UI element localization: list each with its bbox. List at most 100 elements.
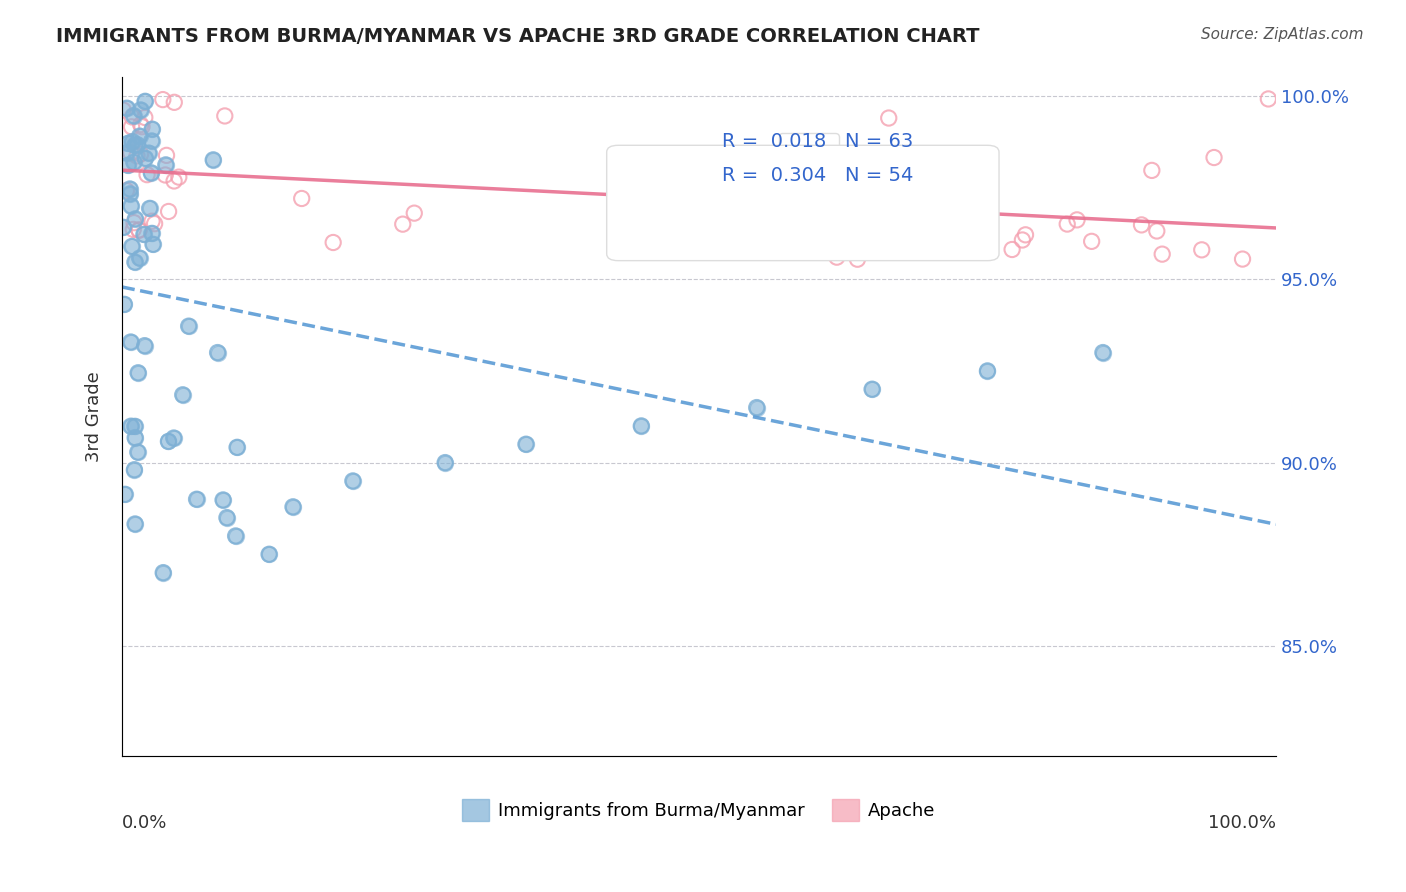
Point [125, 149, 148, 163]
Point [163, 431, 186, 445]
Point [120, 419, 142, 434]
Point [630, 418, 652, 433]
Point [141, 122, 163, 136]
Point [257, 547, 280, 561]
Point [215, 510, 238, 524]
Point [215, 510, 238, 524]
Point [676, 225, 699, 239]
Point [120, 186, 142, 201]
Point [112, 220, 135, 235]
Point [124, 419, 146, 434]
Point [122, 222, 145, 236]
Point [212, 492, 235, 507]
Point [207, 345, 229, 359]
Point [118, 182, 141, 196]
Point [404, 206, 426, 220]
Point [121, 135, 143, 149]
Point [112, 220, 135, 235]
Point [134, 111, 156, 125]
Point [124, 255, 146, 269]
Point [141, 122, 163, 136]
Point [1202, 151, 1225, 165]
Point [121, 135, 143, 149]
Point [281, 500, 304, 514]
Point [122, 109, 145, 123]
Point [141, 166, 163, 180]
Point [117, 158, 139, 172]
Point [112, 297, 135, 311]
Point [128, 223, 150, 237]
Point [202, 153, 225, 167]
Point [630, 418, 652, 433]
Point [155, 168, 177, 182]
Text: Source: ZipAtlas.com: Source: ZipAtlas.com [1201, 27, 1364, 42]
Point [127, 445, 149, 459]
Point [214, 109, 236, 123]
FancyBboxPatch shape [607, 145, 1000, 260]
Point [121, 239, 143, 253]
Point [122, 155, 145, 169]
Point [124, 211, 146, 226]
Point [177, 319, 200, 334]
Point [138, 202, 160, 216]
Point [138, 146, 160, 161]
Point [976, 364, 998, 378]
Point [1146, 224, 1168, 238]
Point [115, 145, 138, 160]
Legend: Immigrants from Burma/Myanmar, Apache: Immigrants from Burma/Myanmar, Apache [456, 792, 943, 829]
Point [152, 566, 174, 580]
Point [342, 474, 364, 488]
Point [225, 529, 247, 543]
Point [120, 199, 142, 213]
Point [120, 145, 142, 160]
Point [897, 214, 920, 228]
Point [117, 136, 139, 151]
Point [127, 366, 149, 380]
Point [115, 145, 138, 160]
Point [860, 382, 883, 396]
Point [152, 93, 174, 107]
Point [172, 388, 194, 402]
Point [226, 441, 249, 455]
Point [121, 120, 143, 134]
Point [124, 211, 146, 226]
Point [122, 155, 145, 169]
Point [1257, 92, 1279, 106]
Point [1001, 243, 1024, 257]
Point [117, 158, 139, 172]
Point [141, 134, 163, 148]
Text: 0.0%: 0.0% [122, 814, 167, 831]
Point [124, 431, 146, 445]
Point [128, 223, 150, 237]
Point [1140, 163, 1163, 178]
Point [825, 250, 848, 264]
Point [141, 166, 163, 180]
Point [115, 101, 138, 115]
Point [155, 158, 177, 172]
Point [257, 547, 280, 561]
Point [124, 255, 146, 269]
Point [846, 252, 869, 267]
Point [128, 251, 150, 265]
Point [434, 456, 457, 470]
Point [124, 463, 146, 477]
Point [745, 401, 768, 415]
Point [112, 297, 135, 311]
Point [1091, 345, 1114, 359]
Point [115, 184, 138, 198]
Point [1191, 243, 1213, 257]
Point [120, 334, 142, 349]
Point [112, 103, 135, 117]
Point [225, 529, 247, 543]
Point [434, 456, 457, 470]
Point [120, 199, 142, 213]
Point [128, 129, 150, 144]
Point [941, 219, 963, 233]
Point [157, 434, 180, 449]
Point [1232, 252, 1254, 266]
Point [127, 137, 149, 152]
Point [129, 118, 152, 132]
Point [142, 237, 165, 252]
Point [143, 217, 166, 231]
Point [134, 152, 156, 166]
